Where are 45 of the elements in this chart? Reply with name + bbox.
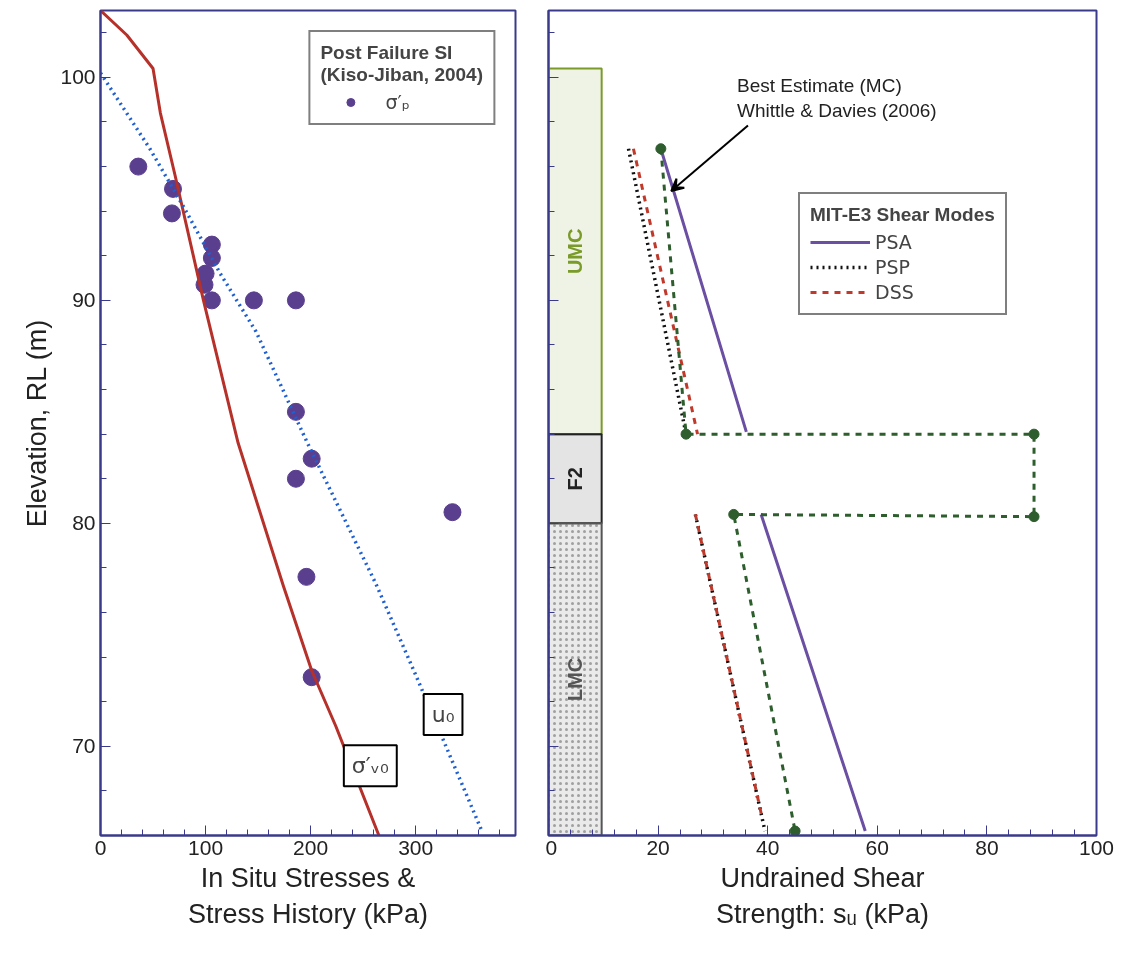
point [297, 567, 316, 586]
point [728, 508, 740, 520]
point [1028, 511, 1040, 523]
legend-title: Post Failure SI (Kiso-Jiban, 2004) [320, 42, 483, 86]
point [129, 157, 148, 176]
point [286, 469, 305, 488]
x-tick-label: 300 [398, 835, 434, 859]
band-label: UMC [564, 228, 587, 275]
band-label: LMC [564, 657, 587, 702]
x-tick-label: 80 [975, 835, 999, 859]
legend-label: σ′ₚ [385, 91, 410, 113]
x-tick-label: 40 [756, 835, 780, 859]
x-tick-label: 0 [545, 835, 558, 859]
point [655, 143, 667, 155]
legend-label: PSP [875, 256, 910, 278]
point [680, 428, 692, 440]
x-tick-label: 200 [293, 835, 329, 859]
annotation: Best Estimate (MC) Whittle & Davies (2006) [737, 74, 937, 121]
legend-label: DSS [875, 281, 914, 303]
x-axis-title: Undrained Shear Strength: sᵤ (kPa) [716, 862, 929, 929]
point [302, 449, 321, 468]
y-tick-label: 100 [60, 65, 96, 89]
x-tick-label: 60 [865, 835, 889, 859]
series-label: u₀ [431, 701, 455, 727]
point [286, 291, 305, 310]
legend-title: MIT-E3 Shear Modes [810, 204, 995, 226]
x-axis-title: In Situ Stresses & Stress History (kPa) [187, 862, 429, 929]
point [789, 825, 801, 836]
y-axis-title: Elevation, RL (m) [22, 319, 53, 528]
legend-label: PSA [875, 231, 912, 253]
point [244, 291, 263, 310]
x-tick-label: 100 [188, 835, 224, 859]
series-label: σ′ᵥ₀ [351, 753, 389, 779]
y-tick-label: 70 [72, 734, 96, 758]
x-tick-label: 20 [646, 835, 670, 859]
point [443, 503, 462, 522]
point [202, 291, 221, 310]
x-tick-label: 0 [94, 835, 107, 859]
point [162, 204, 181, 223]
band-label: F2 [564, 467, 587, 491]
y-tick-label: 90 [72, 288, 96, 312]
y-tick-label: 80 [72, 511, 96, 535]
x-tick-label: 100 [1078, 835, 1115, 859]
point [1028, 428, 1040, 440]
point [286, 402, 305, 421]
